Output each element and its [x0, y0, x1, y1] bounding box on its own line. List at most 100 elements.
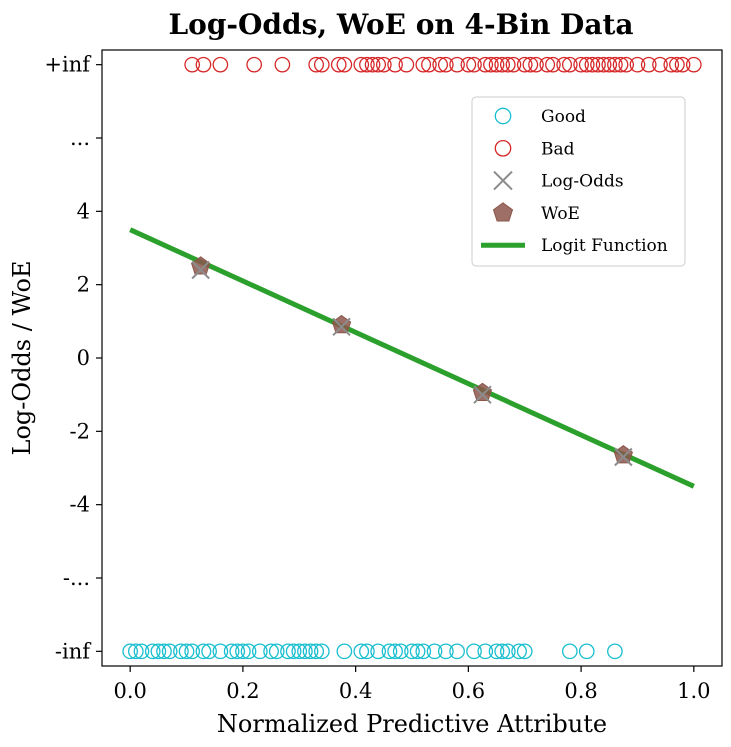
good-point	[437, 643, 454, 660]
good-point	[201, 643, 217, 660]
x-axis: 0.0 0.2 0.4 0.6 0.8 1.0	[113, 666, 711, 703]
good-point	[415, 643, 432, 660]
bad-point	[483, 56, 499, 73]
good-point	[308, 643, 325, 660]
bad-point	[370, 56, 387, 73]
good-point	[511, 643, 527, 660]
good-point	[173, 643, 189, 660]
y-tick-label: 0	[77, 346, 90, 370]
bad-point	[313, 56, 330, 73]
legend-log-odds-swatch	[493, 170, 513, 191]
good-point	[223, 643, 240, 660]
legend-good-swatch	[494, 107, 512, 125]
good-point	[268, 643, 285, 660]
bad-point	[674, 56, 691, 73]
bad-point	[477, 56, 494, 73]
good-point	[494, 643, 511, 660]
y-axis-label: Log-Odds / WoE	[8, 261, 36, 456]
bad-point	[212, 56, 229, 73]
bad-point	[432, 56, 449, 73]
good-point	[235, 643, 251, 660]
x-tick-label: 0.6	[452, 679, 485, 703]
legend-bad-label: Bad	[541, 139, 575, 159]
bad-point	[494, 56, 511, 73]
good-point	[381, 643, 398, 660]
good-point	[426, 643, 443, 660]
bad-point	[578, 56, 595, 73]
log-odds-point	[473, 385, 492, 404]
bad-point	[528, 56, 544, 73]
good-point	[280, 643, 296, 660]
plot-area	[122, 56, 702, 660]
bad-point	[561, 56, 578, 73]
bad-point	[415, 56, 432, 73]
bad-point	[364, 56, 381, 73]
good-point	[263, 643, 279, 660]
x-tick-label: 1.0	[677, 679, 710, 703]
y-tick-label: +inf	[44, 53, 92, 77]
bad-point	[522, 56, 539, 73]
bad-point	[274, 56, 291, 73]
good-point	[122, 643, 139, 660]
good-point	[291, 643, 308, 660]
bad-point	[359, 56, 375, 73]
good-point	[229, 643, 246, 660]
bad-point	[669, 56, 685, 73]
x-axis-label: Normalized Predictive Attribute	[217, 710, 607, 738]
good-point	[449, 643, 465, 660]
good-point	[353, 643, 370, 660]
bad-series	[184, 56, 702, 73]
bad-point	[573, 56, 589, 73]
chart-title: Log-Odds, WoE on 4-Bin Data	[168, 8, 633, 41]
bad-point	[618, 56, 635, 73]
good-point	[297, 643, 313, 660]
good-point	[161, 643, 178, 660]
good-point	[313, 643, 330, 660]
woe-series	[191, 256, 633, 464]
y-tick-label: -2	[70, 419, 90, 443]
good-point	[561, 643, 578, 660]
bad-point	[184, 56, 201, 73]
good-point	[578, 643, 595, 660]
bad-point	[607, 56, 623, 73]
good-point	[387, 643, 403, 660]
y-tick-label: -inf	[55, 639, 92, 663]
good-point	[285, 643, 302, 660]
bad-point	[488, 56, 505, 73]
good-point	[144, 643, 161, 660]
bad-point	[556, 56, 573, 73]
y-tick-label: 2	[77, 273, 90, 297]
good-point	[477, 643, 494, 660]
good-point	[133, 643, 150, 660]
bad-point	[545, 56, 561, 73]
y-tick-label: ...	[70, 126, 90, 150]
legend-bad-swatch	[494, 139, 512, 157]
x-tick-label: 0.8	[564, 679, 597, 703]
good-point	[195, 643, 212, 660]
legend: Good Bad Log-Odds WoE Logit Function	[471, 96, 686, 267]
good-point	[178, 643, 195, 660]
good-point	[127, 643, 144, 660]
bad-point	[437, 56, 454, 73]
good-point	[251, 643, 268, 660]
good-point	[212, 643, 229, 660]
logit-function-line	[129, 227, 695, 489]
good-point	[488, 643, 505, 660]
bad-point	[629, 56, 646, 73]
bad-point	[398, 56, 415, 73]
x-tick-label: 0.2	[226, 679, 259, 703]
good-point	[359, 643, 375, 660]
good-point	[409, 643, 426, 660]
bad-point	[612, 56, 629, 73]
bad-point	[663, 56, 680, 73]
good-point	[466, 643, 482, 660]
bad-point	[499, 56, 516, 73]
legend-box	[471, 96, 686, 267]
y-tick-label: -...	[63, 566, 90, 590]
log-odds-point	[332, 317, 351, 337]
woe-point	[613, 445, 633, 464]
bad-point	[539, 56, 556, 73]
good-point	[607, 643, 623, 660]
bad-point	[449, 56, 465, 73]
